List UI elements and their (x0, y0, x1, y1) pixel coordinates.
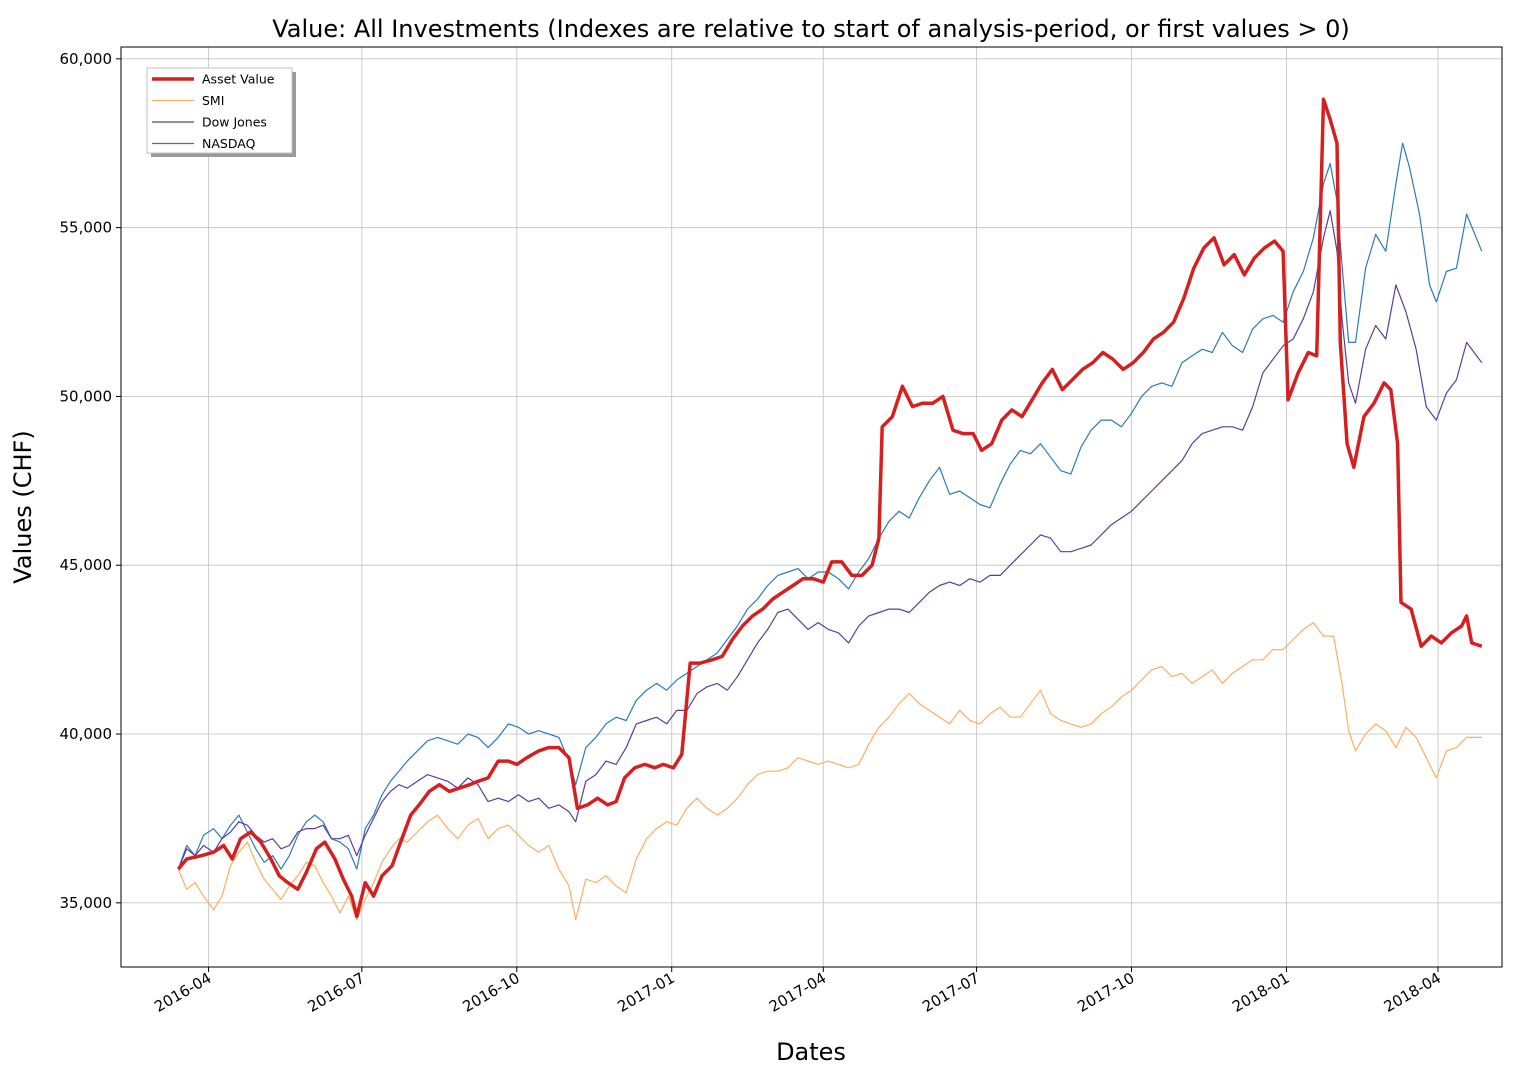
series-line-dow-jones (177, 210, 1483, 870)
series-line-smi (177, 622, 1482, 921)
legend: Asset Value SMI Dow Jones NASDAQ (146, 67, 296, 157)
y-axis-label: Values (CHF) (9, 430, 37, 583)
legend-label: SMI (202, 93, 224, 108)
legend-label: Dow Jones (202, 115, 267, 130)
series-lines (176, 97, 1483, 921)
y-axis-ticks: 35,000 40,000 45,000 50,000 55,000 60,000 (60, 50, 121, 912)
legend-label: NASDAQ (202, 136, 256, 151)
y-tick-label: 35,000 (60, 894, 113, 912)
y-tick-label: 60,000 (60, 50, 113, 68)
legend-box (146, 67, 293, 154)
series-line-nasdaq (177, 142, 1483, 870)
legend-label: Asset Value (202, 72, 275, 87)
grid-lines (121, 47, 1502, 967)
series-line-asset-value (176, 97, 1483, 919)
y-tick-label: 55,000 (60, 219, 113, 237)
y-tick-label: 45,000 (60, 556, 113, 574)
x-axis-label: Dates (776, 1038, 846, 1066)
chart-title: Value: All Investments (Indexes are rela… (272, 15, 1350, 43)
y-tick-label: 50,000 (60, 387, 113, 405)
y-tick-label: 40,000 (60, 725, 113, 743)
plot-frame (120, 46, 1503, 968)
